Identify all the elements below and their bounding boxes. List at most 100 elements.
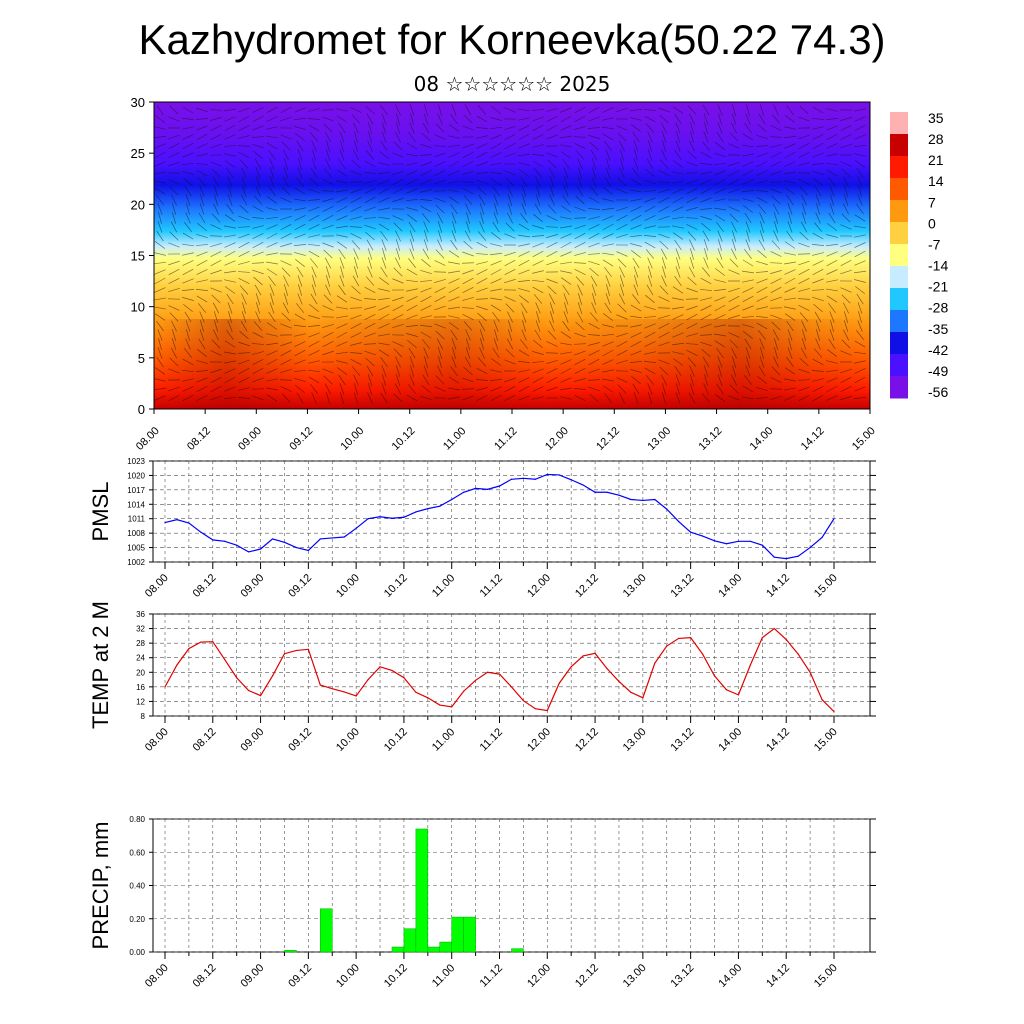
data-point [594, 652, 596, 654]
colorbar-label: 28 [928, 131, 944, 147]
x-tick-label: 09.00 [238, 572, 266, 600]
x-tick-label: 09.00 [236, 425, 264, 453]
x-tick-label: 08.00 [143, 572, 171, 600]
data-point [259, 695, 262, 697]
x-tick-label: 12.00 [525, 962, 553, 990]
y-tick-label: 0.80 [129, 815, 145, 824]
y-tick-label: 1005 [127, 544, 145, 553]
data-point [809, 671, 811, 673]
x-tick-label: 12.00 [525, 572, 553, 600]
data-point [678, 637, 680, 640]
data-point [176, 664, 178, 666]
data-point [701, 535, 704, 537]
x-tick-label: 14.00 [716, 962, 744, 990]
data-point [212, 641, 214, 643]
data-point [510, 478, 513, 480]
data-point [355, 527, 357, 529]
x-tick-label: 13.12 [669, 572, 697, 600]
data-point [451, 706, 453, 708]
colorbar-label: -49 [928, 363, 948, 379]
x-tick-label: 13.12 [669, 726, 697, 754]
y-tick-label: 30 [131, 95, 145, 110]
data-point [248, 551, 250, 553]
y-tick-label: 1002 [127, 558, 145, 567]
x-tick-label: 14.00 [716, 726, 744, 754]
data-point [630, 498, 632, 501]
data-point [486, 671, 489, 673]
data-point [403, 677, 405, 679]
precip-bar [427, 946, 441, 953]
data-point [701, 653, 704, 655]
x-tick-label: 11.12 [478, 726, 505, 753]
colorbar-label: 35 [928, 110, 944, 126]
data-point [737, 540, 740, 542]
data-point [546, 709, 548, 712]
data-point [236, 677, 238, 679]
data-point [283, 653, 286, 655]
x-tick-label: 08.12 [191, 726, 219, 754]
x-tick-label: 08.00 [134, 425, 162, 453]
y-tick-label: 0.40 [129, 882, 145, 891]
data-point [415, 511, 417, 513]
x-tick-label: 14.12 [764, 962, 792, 990]
x-tick-label: 10.12 [382, 572, 410, 600]
y-tick-label: 0.60 [129, 848, 145, 857]
x-tick-label: 13.12 [669, 962, 697, 990]
data-point [773, 556, 775, 558]
x-tick-label: 13.12 [696, 425, 724, 453]
y-tick-label: 25 [131, 146, 145, 161]
data-point [558, 682, 560, 684]
precip-bar [284, 950, 297, 953]
data-point [666, 508, 668, 510]
data-point [642, 697, 644, 699]
colorbar-swatch [890, 200, 908, 223]
x-tick-label: 10.12 [390, 425, 418, 453]
y-tick-label: 1020 [127, 471, 145, 480]
x-tick-label: 11.00 [441, 425, 468, 452]
x-tick-label: 12.00 [525, 726, 553, 754]
data-point [797, 653, 799, 655]
heatmap-warm-overlay [154, 319, 870, 409]
x-tick-label: 10.00 [338, 425, 366, 453]
x-tick-label: 12.12 [573, 572, 601, 600]
data-point [295, 546, 298, 549]
colorbar-swatch [890, 178, 908, 201]
data-point [236, 544, 238, 546]
x-tick-label: 11.12 [478, 962, 505, 989]
y-tick-label: 5 [138, 351, 145, 366]
data-point [821, 699, 823, 701]
x-tick-label: 15.00 [812, 962, 840, 990]
precip-bar [320, 908, 333, 953]
data-point [295, 649, 298, 652]
y-tick-label: 0.00 [129, 948, 145, 957]
colorbar-swatch [890, 288, 908, 311]
x-tick-label: 08.12 [191, 572, 219, 600]
y-tick-label: 1008 [127, 529, 145, 538]
data-point [582, 484, 584, 486]
x-tick-label: 11.00 [430, 962, 457, 989]
x-tick-label: 13.00 [621, 572, 649, 600]
x-tick-label: 08.00 [143, 962, 171, 990]
data-point [355, 695, 357, 697]
data-point [582, 655, 584, 657]
x-tick-label: 15.00 [812, 572, 840, 600]
y-tick-label: 1017 [127, 486, 145, 495]
data-point [498, 673, 501, 675]
data-point [749, 540, 751, 542]
x-tick-label: 15.00 [812, 726, 840, 754]
data-point [654, 498, 656, 501]
data-point [475, 679, 477, 681]
y-tick-label: 20 [131, 197, 145, 212]
data-point [486, 488, 489, 490]
data-point [761, 544, 763, 546]
data-point [690, 531, 692, 533]
x-tick-label: 11.12 [492, 425, 519, 452]
data-point [176, 519, 178, 521]
data-point [570, 666, 572, 668]
precip-bar [403, 928, 417, 953]
data-point [331, 688, 333, 690]
data-point [463, 491, 465, 493]
data-point [248, 689, 250, 692]
data-point [379, 666, 381, 668]
